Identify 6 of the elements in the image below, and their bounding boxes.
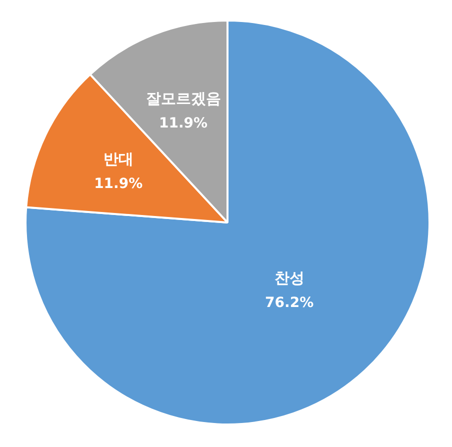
slice-label: 반대 (103, 150, 134, 168)
data-label: 76.2% (265, 295, 314, 312)
slice-label: 찬성 (274, 269, 304, 288)
slice-label: 잘모르겠음 (146, 90, 221, 108)
data-label: 11.9% (94, 176, 143, 192)
data-label: 11.9% (158, 116, 208, 132)
